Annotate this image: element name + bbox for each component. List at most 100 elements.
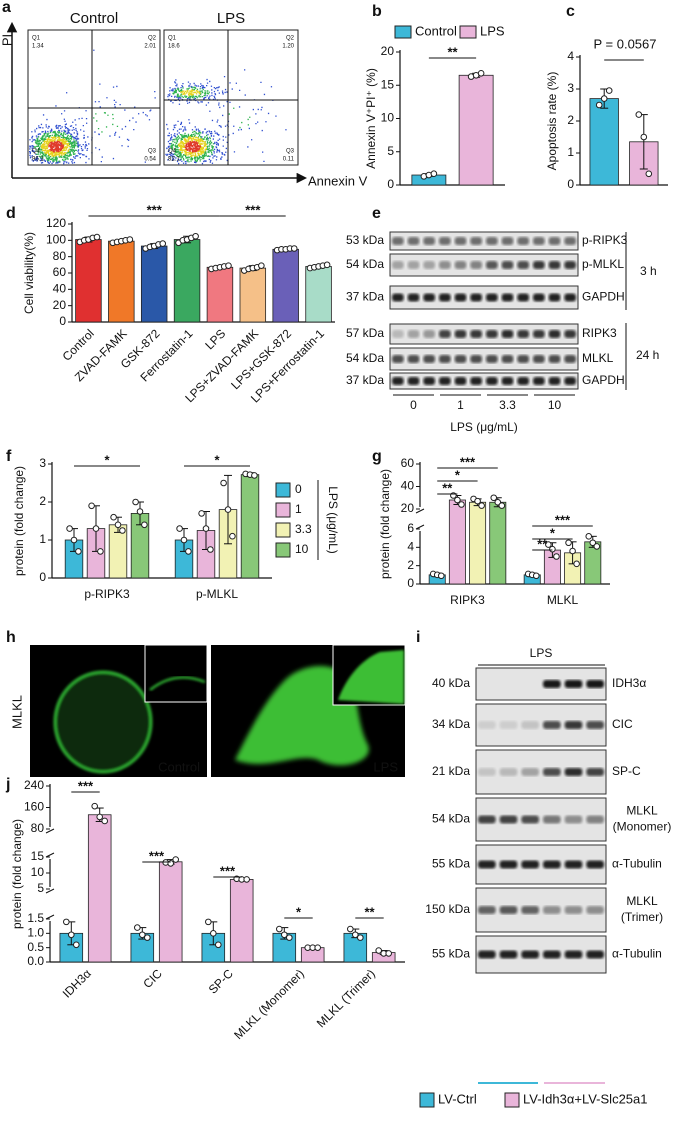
- dose-label: 3.3: [499, 398, 516, 412]
- data-point: [251, 472, 258, 479]
- protein-label: α-Tubulin: [612, 857, 662, 871]
- data-point: [258, 262, 265, 269]
- blot-band: [392, 237, 404, 245]
- blot-band: [517, 237, 529, 245]
- data-point: [545, 541, 552, 548]
- blot-band: [478, 860, 496, 869]
- legend-swatch: [275, 482, 291, 498]
- legend-label: Control: [415, 23, 457, 38]
- data-point: [136, 508, 144, 515]
- quadrant-name: Q3: [148, 149, 157, 155]
- data-point: [565, 539, 572, 547]
- data-point: [286, 934, 293, 941]
- protein-label: MLKL: [626, 894, 658, 908]
- blot-band: [439, 293, 451, 302]
- blot-band: [423, 377, 435, 385]
- x-tick-label: MLKL: [547, 593, 579, 607]
- blot-band: [586, 906, 604, 914]
- axis-break: [45, 828, 55, 834]
- data-point: [92, 525, 100, 532]
- quadrant-name: Q1: [32, 36, 41, 42]
- data-point: [114, 521, 122, 529]
- kda-label: 55 kDa: [432, 857, 470, 871]
- data-point: [323, 261, 331, 269]
- bar: [469, 501, 487, 585]
- y-tick-label: 60: [401, 456, 415, 470]
- inset: [144, 644, 208, 703]
- x-tick-label: CIC: [140, 966, 165, 991]
- blot-band: [407, 261, 420, 269]
- blot-band: [564, 768, 583, 776]
- kda-label: 57 kDa: [346, 326, 384, 340]
- significance-label: *: [550, 525, 556, 540]
- blot-band: [564, 815, 583, 824]
- blot-band: [423, 355, 435, 363]
- blot-band: [439, 261, 451, 269]
- y-tick-label: 40: [401, 479, 415, 493]
- data-point: [132, 498, 139, 506]
- blot-band: [470, 355, 482, 363]
- y-tick-label: 2: [407, 558, 414, 572]
- y-tick-label: 0.0: [27, 954, 44, 968]
- annotation: P = 0.0567: [593, 36, 656, 51]
- blot-band: [517, 261, 529, 269]
- data-point: [91, 802, 98, 810]
- blot-band: [543, 680, 561, 688]
- panel-letter: d: [6, 205, 16, 222]
- y-tick-label: 1: [567, 145, 574, 159]
- blot-band: [533, 377, 545, 385]
- legend-label: LPS: [480, 23, 505, 38]
- y-axis-label: Cell viability(%): [22, 232, 36, 314]
- data-point: [477, 69, 485, 77]
- data-point: [176, 525, 183, 532]
- blot-band: [470, 377, 482, 385]
- data-point: [532, 572, 540, 580]
- blot-band: [533, 261, 545, 269]
- y-tick-label: 80: [31, 821, 45, 835]
- data-point: [352, 931, 359, 939]
- blot-strip: [389, 253, 579, 277]
- significance-label: **: [442, 480, 453, 495]
- blot-strip: [475, 797, 607, 842]
- blot-band: [486, 293, 498, 302]
- legend-swatch: [394, 25, 412, 39]
- bar: [272, 248, 299, 323]
- y-tick-label: 1: [39, 532, 46, 546]
- quadrant-name: Q4: [32, 149, 41, 155]
- x-tick-label: SP-C: [206, 966, 236, 996]
- y-axis-label: protein (fold change): [12, 466, 26, 576]
- flow-dots: [170, 86, 251, 163]
- data-point: [172, 856, 179, 863]
- y-tick-label: 10: [381, 111, 395, 125]
- quadrant-name: Q2: [286, 36, 295, 42]
- axis-break: [415, 508, 425, 514]
- dose-label: 10: [548, 398, 562, 412]
- quadrant-value: 96.1: [32, 157, 44, 163]
- significance-label: ***: [147, 202, 163, 217]
- x-axis-label: LPS (μg/mL): [450, 420, 518, 434]
- x-axis-label: Annexin V: [308, 173, 368, 188]
- data-point: [605, 87, 613, 94]
- y-tick-label: 0: [59, 314, 66, 328]
- panel-letter: j: [5, 776, 10, 793]
- bar: [75, 239, 102, 323]
- blot-band: [407, 377, 420, 385]
- legend-swatch: [459, 25, 477, 39]
- blot-band: [564, 680, 583, 688]
- data-point: [68, 931, 75, 939]
- blot-strip: [389, 323, 579, 345]
- y-tick-label: 120: [46, 216, 66, 230]
- blot-band: [564, 906, 583, 914]
- data-point: [474, 497, 481, 505]
- y-tick-label: 240: [24, 778, 44, 792]
- blot-band: [501, 293, 514, 302]
- panel-letter: e: [372, 205, 381, 222]
- legend-label: 10: [295, 542, 309, 556]
- blot-band: [392, 330, 404, 338]
- blot-band: [499, 768, 518, 776]
- panel-letter: f: [6, 448, 12, 465]
- group-label: Control: [70, 10, 118, 27]
- data-point: [437, 572, 445, 580]
- data-point: [139, 931, 146, 939]
- data-point: [198, 510, 205, 517]
